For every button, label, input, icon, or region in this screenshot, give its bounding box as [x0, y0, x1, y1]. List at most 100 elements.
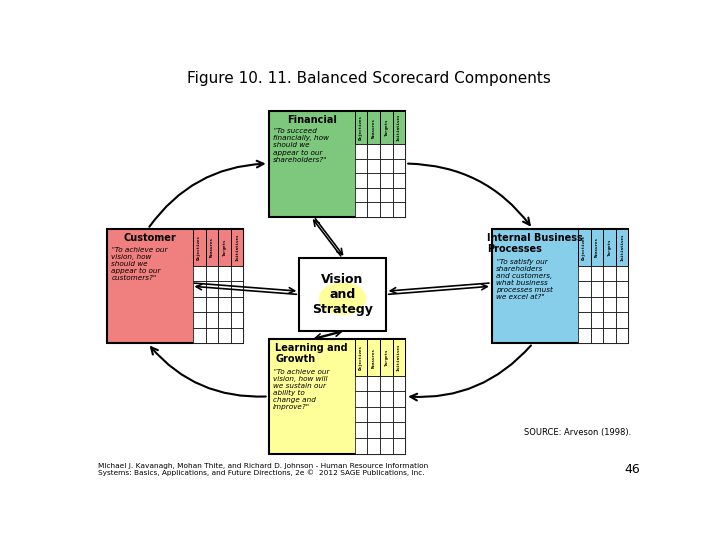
Text: Measures: Measures: [372, 348, 376, 368]
Bar: [616, 297, 629, 312]
Bar: [205, 297, 218, 312]
Bar: [193, 297, 205, 312]
Bar: [231, 312, 243, 328]
Text: Vision
and
Strategy: Vision and Strategy: [312, 273, 373, 316]
Bar: [231, 281, 243, 297]
Bar: [107, 229, 243, 343]
Bar: [205, 312, 218, 328]
Bar: [367, 188, 380, 202]
Bar: [616, 266, 629, 281]
Bar: [355, 376, 367, 392]
Bar: [603, 328, 616, 343]
Bar: [380, 438, 392, 454]
Text: Targets: Targets: [222, 239, 227, 256]
Bar: [603, 229, 616, 266]
Text: Initiatives: Initiatives: [235, 234, 239, 261]
Bar: [392, 202, 405, 217]
Text: Initiatives: Initiatives: [397, 344, 401, 372]
Text: Targets: Targets: [384, 349, 388, 366]
Text: Measures: Measures: [372, 118, 376, 138]
Bar: [578, 328, 590, 343]
Bar: [367, 392, 380, 407]
Bar: [578, 297, 590, 312]
Bar: [193, 266, 205, 281]
Bar: [616, 312, 629, 328]
Bar: [380, 188, 392, 202]
Text: Targets: Targets: [384, 119, 388, 136]
Text: Objectives: Objectives: [197, 235, 201, 260]
Bar: [355, 438, 367, 454]
Text: Measures: Measures: [595, 238, 599, 258]
Bar: [231, 229, 243, 266]
Bar: [218, 312, 231, 328]
Bar: [603, 266, 616, 281]
Bar: [367, 159, 380, 173]
Bar: [367, 339, 380, 376]
Bar: [218, 281, 231, 297]
Bar: [380, 173, 392, 188]
Bar: [590, 266, 603, 281]
Bar: [367, 438, 380, 454]
Bar: [392, 188, 405, 202]
Bar: [590, 297, 603, 312]
Bar: [392, 438, 405, 454]
Bar: [392, 376, 405, 392]
Bar: [205, 281, 218, 297]
Bar: [367, 202, 380, 217]
Bar: [193, 312, 205, 328]
Bar: [578, 312, 590, 328]
Bar: [590, 312, 603, 328]
Text: Internal Business
Processes: Internal Business Processes: [487, 233, 582, 254]
Bar: [578, 229, 590, 266]
Bar: [380, 376, 392, 392]
Bar: [300, 258, 386, 331]
Bar: [380, 145, 392, 159]
Bar: [218, 328, 231, 343]
Bar: [380, 422, 392, 438]
Bar: [392, 111, 405, 145]
Bar: [355, 422, 367, 438]
Bar: [367, 111, 380, 145]
Bar: [269, 339, 405, 454]
Bar: [578, 266, 590, 281]
Bar: [218, 266, 231, 281]
Bar: [367, 407, 380, 422]
Bar: [616, 229, 629, 266]
Text: “To succeed
financially, how
should we
appear to our
shareholders?": “To succeed financially, how should we a…: [273, 129, 329, 163]
Bar: [380, 339, 392, 376]
Bar: [355, 202, 367, 217]
Text: Objectives: Objectives: [359, 115, 363, 140]
Bar: [231, 297, 243, 312]
Bar: [380, 407, 392, 422]
Text: 46: 46: [624, 463, 639, 476]
Bar: [380, 202, 392, 217]
Bar: [355, 407, 367, 422]
Bar: [205, 328, 218, 343]
Bar: [392, 159, 405, 173]
Bar: [367, 173, 380, 188]
Text: Financial: Financial: [287, 114, 336, 125]
Bar: [380, 159, 392, 173]
Bar: [231, 266, 243, 281]
Bar: [590, 328, 603, 343]
Text: SOURCE: Arveson (1998).: SOURCE: Arveson (1998).: [524, 428, 631, 437]
Bar: [392, 407, 405, 422]
Text: Initiatives: Initiatives: [620, 234, 624, 261]
Bar: [392, 422, 405, 438]
Bar: [590, 281, 603, 297]
Text: “To achieve our
vision, how
should we
appear to our
customers?": “To achieve our vision, how should we ap…: [111, 247, 168, 281]
Bar: [492, 229, 629, 343]
Bar: [578, 281, 590, 297]
Text: “To satisfy our
shareholders
and customers,
what business
processes must
we exce: “To satisfy our shareholders and custome…: [496, 259, 553, 300]
Bar: [269, 111, 405, 217]
Text: Objectives: Objectives: [359, 345, 363, 370]
Bar: [218, 297, 231, 312]
Text: Objectives: Objectives: [582, 235, 586, 260]
Text: Learning and
Growth: Learning and Growth: [275, 343, 348, 364]
Bar: [603, 312, 616, 328]
Bar: [603, 297, 616, 312]
Bar: [231, 328, 243, 343]
Text: Initiatives: Initiatives: [397, 114, 401, 141]
Bar: [355, 145, 367, 159]
Bar: [218, 229, 231, 266]
